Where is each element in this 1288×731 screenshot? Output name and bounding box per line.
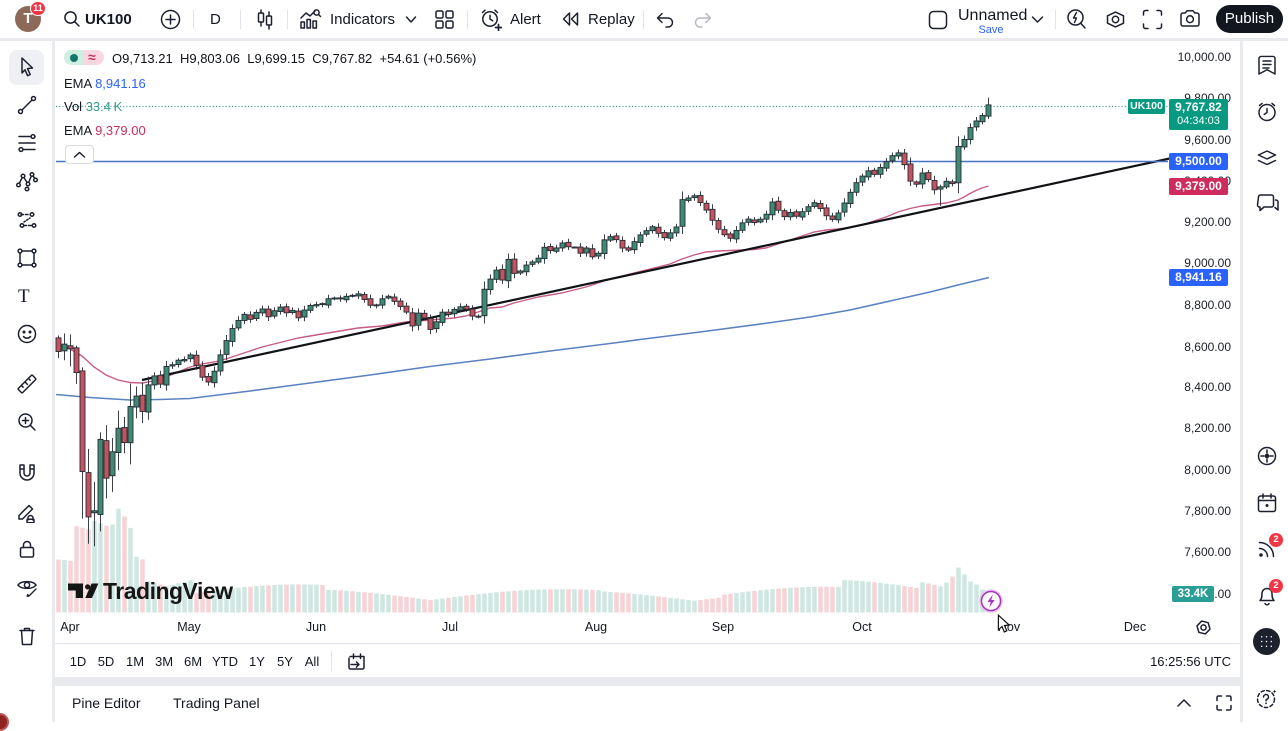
svg-text:TradingView: TradingView: [103, 578, 233, 604]
